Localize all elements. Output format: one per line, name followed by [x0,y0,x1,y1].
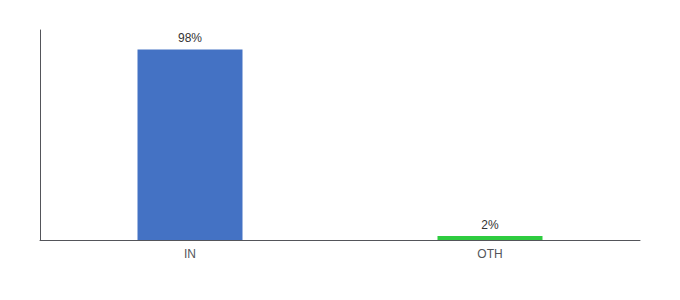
svg-text:98%: 98% [178,31,202,45]
svg-text:IN: IN [184,247,196,261]
svg-text:OTH: OTH [477,247,502,261]
svg-text:2%: 2% [481,218,499,232]
